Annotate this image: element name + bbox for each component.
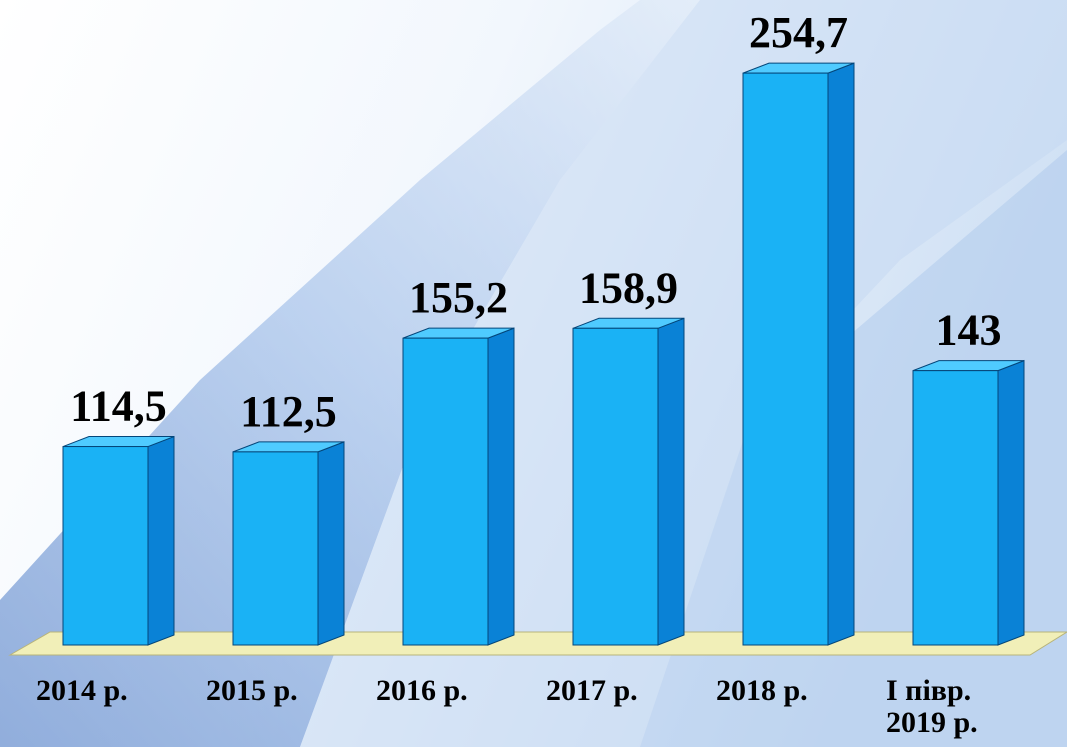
bar-side [487,327,515,646]
bar-side [827,62,855,646]
value-label: 114,5 [70,382,167,431]
x-tick-label: 2018 р. [716,674,808,707]
x-tick-label: 2015 р. [206,674,298,707]
bar-side [997,359,1025,646]
x-tick-label: І півр. 2019 р. [886,674,978,739]
value-label: 112,5 [240,387,337,436]
value-label: 143 [936,306,1002,355]
bar-side [147,435,175,646]
bar [232,451,319,646]
bar [912,370,999,646]
value-label: 155,2 [409,273,508,322]
bar [572,327,659,646]
value-label: 158,9 [579,263,678,312]
bar [62,446,149,646]
x-tick-label: 2016 р. [376,674,468,707]
x-tick-label: 2017 р. [546,674,638,707]
value-label: 254,7 [749,8,848,57]
bar-side [317,441,345,646]
bar-side [657,317,685,646]
bar [402,337,489,646]
bar [742,72,829,646]
x-tick-label: 2014 р. [36,674,128,707]
background-band [0,0,700,747]
